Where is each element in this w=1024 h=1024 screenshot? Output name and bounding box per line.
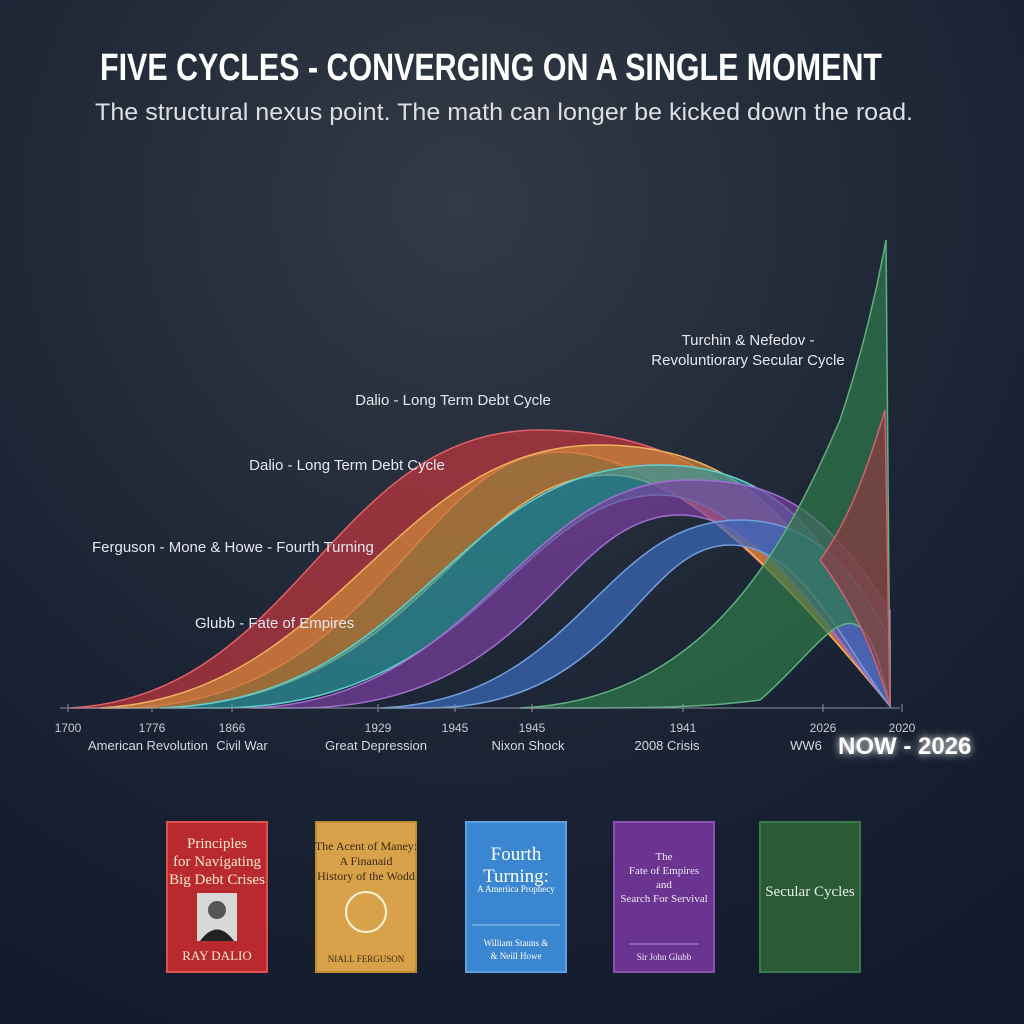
book-title: Secular Cycles xyxy=(765,884,855,900)
book-title: Big Debt Crises xyxy=(169,872,265,888)
book-author: Sir John Glubb xyxy=(637,952,692,962)
band-green xyxy=(519,239,891,709)
band-spike xyxy=(819,409,891,707)
cycle-label: Revoluntiorary Secular Cycle xyxy=(651,352,844,369)
timeline: 1700 1776 1866 1929 1945 1945 1941 2026 2020 Amer… xyxy=(55,704,916,753)
book-title: History of the Wodd xyxy=(317,869,415,883)
book-author: William Stauns & xyxy=(484,938,549,948)
event-label: Great Depression xyxy=(325,738,427,753)
event-label: American Revolution xyxy=(88,738,208,753)
now-label: NOW - 2026 xyxy=(838,733,971,760)
book-author: & Neill Howe xyxy=(491,951,542,961)
cycle-bands xyxy=(60,239,900,709)
book-cover xyxy=(465,821,567,973)
book-title: Turning: xyxy=(483,866,549,887)
event-label: 2008 Crisis xyxy=(634,738,700,753)
event-label: Civil War xyxy=(216,738,268,753)
event-label: Nixon Shock xyxy=(492,738,565,753)
cycle-label: Turchin & Nefedov - xyxy=(682,332,815,349)
event-label: WW6 xyxy=(790,738,822,753)
year-label: 2020 xyxy=(889,721,916,735)
book-cover xyxy=(315,821,417,973)
book-title: A Finanaid xyxy=(340,854,393,868)
year-label: 1866 xyxy=(219,721,246,735)
book-title: and xyxy=(656,879,672,891)
book-title: The Acent of Maney: xyxy=(315,839,417,853)
year-label: 1929 xyxy=(365,721,392,735)
cycle-labels: Turchin & Nefedov - Revoluntiorary Secula… xyxy=(92,332,845,632)
book-cover xyxy=(613,821,715,973)
subtitle: The structural nexus point. The math can… xyxy=(95,99,913,126)
book-title: A Ameriica Prophecy xyxy=(477,884,555,894)
book-title: The xyxy=(655,851,672,863)
book-title: Principles xyxy=(187,836,247,852)
book-author: RAY DALIO xyxy=(182,948,251,963)
emblem xyxy=(345,891,387,933)
book-title: Fate of Empires xyxy=(629,865,699,877)
book-cover xyxy=(759,821,861,973)
author-body xyxy=(200,929,234,941)
year-label: 1945 xyxy=(519,721,546,735)
title: FIVE CYCLES - CONVERGING ON A SINGLE MOM… xyxy=(100,47,882,89)
year-label: 1700 xyxy=(55,721,82,735)
book-title: for Navigating xyxy=(173,854,261,870)
author-head xyxy=(208,901,226,919)
cycle-label: Glubb - Fate of Empires xyxy=(195,615,354,632)
cycle-label: Dalio - Long Term Debt Cycle xyxy=(249,457,445,474)
book-title: Search For Servival xyxy=(620,893,707,905)
year-label: 1941 xyxy=(670,721,697,735)
book-author: NIALL FERGUSON xyxy=(328,954,405,964)
books: Principles for Navigating Big Debt Crises R… xyxy=(166,821,861,973)
year-label: 2026 xyxy=(810,721,837,735)
book-title: Fourth xyxy=(491,844,542,865)
year-label: 1945 xyxy=(442,721,469,735)
cycle-label: Dalio - Long Term Debt Cycle xyxy=(355,392,551,409)
cycle-label: Ferguson - Mone & Howe - Fourth Turning xyxy=(92,539,374,556)
year-label: 1776 xyxy=(139,721,166,735)
